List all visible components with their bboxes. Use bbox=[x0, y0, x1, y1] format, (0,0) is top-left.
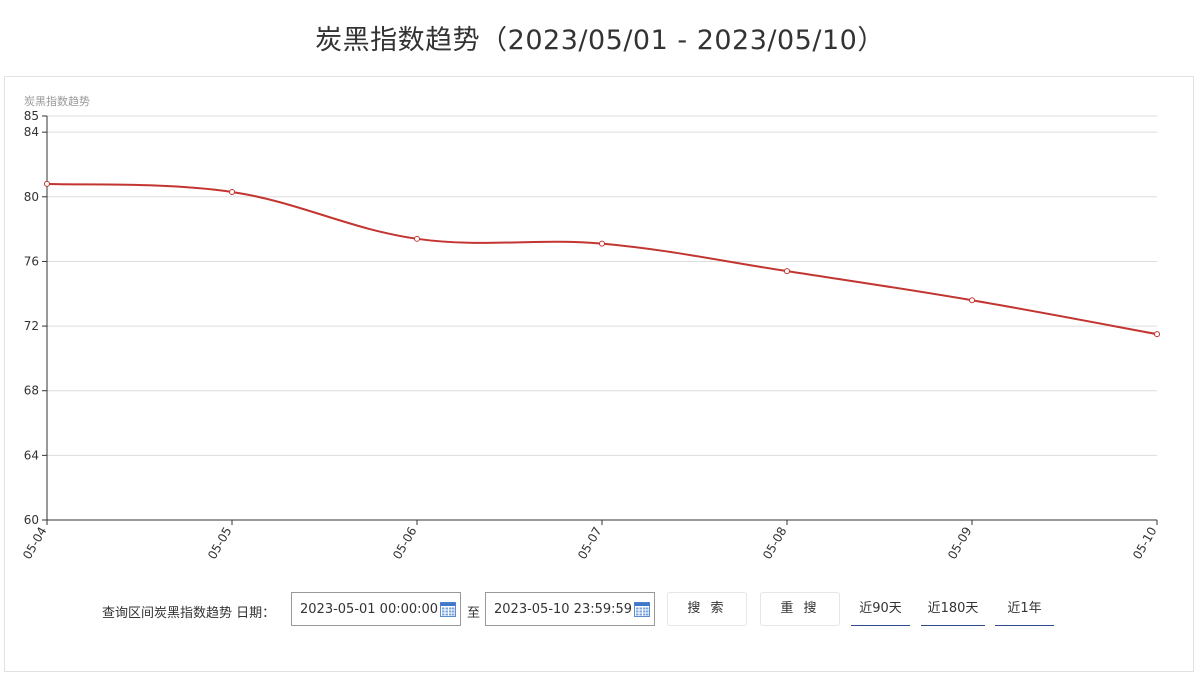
x-tick-label: 05-05 bbox=[205, 525, 235, 562]
x-tick-label: 05-07 bbox=[575, 525, 605, 562]
y-tick-label: 76 bbox=[24, 254, 39, 268]
end-date-field[interactable] bbox=[485, 592, 655, 626]
quick-range-1-year[interactable]: 近1年 bbox=[995, 592, 1054, 626]
data-point bbox=[599, 240, 605, 247]
calendar-icon[interactable] bbox=[634, 601, 650, 617]
end-date-input[interactable] bbox=[486, 593, 632, 625]
x-tick-label: 05-04 bbox=[20, 525, 50, 562]
calendar-icon[interactable] bbox=[440, 601, 456, 617]
query-controls: 查询区间炭黑指数趋势 日期： 至 bbox=[0, 592, 1200, 628]
page-title: 炭黑指数趋势（2023/05/01 - 2023/05/10） bbox=[315, 25, 885, 56]
y-tick-label: 84 bbox=[24, 125, 39, 139]
data-point bbox=[44, 180, 50, 187]
data-point bbox=[229, 188, 235, 195]
series-line bbox=[46, 182, 1158, 336]
x-tick-label: 05-06 bbox=[390, 525, 420, 562]
chart-panel bbox=[4, 76, 1194, 672]
to-label: 至 bbox=[467, 606, 481, 621]
search-button[interactable]: 搜 索 bbox=[667, 592, 747, 626]
x-tick-label: 05-10 bbox=[1130, 525, 1160, 562]
x-tick-label: 05-09 bbox=[945, 525, 975, 562]
y-tick-label: 60 bbox=[24, 513, 39, 527]
x-tick-label: 05-08 bbox=[760, 525, 790, 562]
y-tick-label: 68 bbox=[24, 384, 39, 398]
y-tick-label: 64 bbox=[24, 448, 39, 462]
y-tick-label: 80 bbox=[24, 190, 39, 204]
data-point bbox=[969, 297, 975, 304]
y-tick-label: 85 bbox=[24, 109, 39, 123]
y-axis-name: 炭黑指数趋势 bbox=[24, 94, 90, 108]
quick-range-180-days[interactable]: 近180天 bbox=[921, 592, 985, 626]
reset-button[interactable]: 重 搜 bbox=[760, 592, 840, 626]
start-date-input[interactable] bbox=[292, 593, 438, 625]
start-date-field[interactable] bbox=[291, 592, 461, 626]
quick-range-90-days[interactable]: 近90天 bbox=[851, 592, 910, 626]
data-point bbox=[784, 268, 790, 275]
data-point bbox=[414, 235, 420, 242]
query-label: 查询区间炭黑指数趋势 日期： bbox=[102, 606, 276, 621]
y-tick-label: 72 bbox=[24, 319, 39, 333]
data-point bbox=[1154, 331, 1160, 338]
